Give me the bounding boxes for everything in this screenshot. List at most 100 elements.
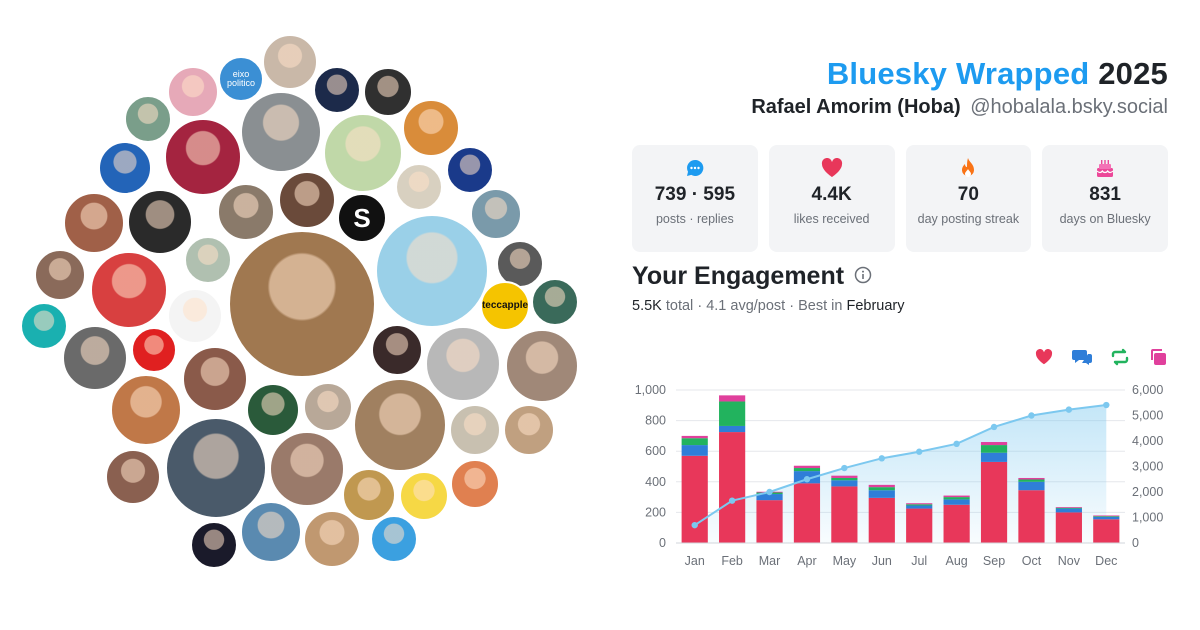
bar-segment [906, 508, 933, 543]
avatar[interactable] [395, 163, 443, 211]
avatar[interactable] [63, 192, 125, 254]
avatar[interactable] [278, 171, 336, 229]
avatar[interactable] [303, 382, 353, 432]
avatar[interactable] [402, 99, 460, 157]
avatar-label: eixo politico [226, 69, 255, 88]
best-month: February [846, 298, 905, 314]
bar-segment [719, 432, 746, 543]
avatar[interactable] [269, 431, 345, 507]
stat-value: 4.4K [811, 184, 852, 205]
avatar[interactable] [62, 325, 128, 391]
stat-value: 831 [1089, 184, 1121, 205]
avatar[interactable] [531, 278, 579, 326]
bar-segment [1093, 516, 1120, 517]
avatar[interactable] [217, 183, 275, 241]
cumulative-line [694, 404, 1107, 526]
flame-icon [906, 157, 1032, 179]
bar-segment [1093, 516, 1120, 520]
y-tick-label-right: 2,000 [1132, 485, 1163, 499]
chart-legend [1032, 345, 1170, 369]
bar-segment [943, 504, 970, 543]
avatar[interactable]: teccapple [480, 281, 530, 331]
avatar[interactable] [353, 378, 447, 472]
avatar[interactable] [110, 374, 182, 446]
bar-segment [681, 455, 708, 543]
y-tick-label-left: 0 [659, 536, 666, 550]
avatar[interactable] [165, 417, 267, 519]
avatar[interactable] [98, 141, 152, 195]
avatar[interactable] [20, 302, 68, 350]
heart-icon [769, 157, 895, 179]
y-tick-label-right: 5,000 [1132, 409, 1163, 423]
avatar[interactable] [164, 118, 242, 196]
avatar-label: teccapple [481, 300, 529, 311]
info-icon[interactable] [854, 262, 872, 291]
avatar[interactable] [262, 34, 318, 90]
avatar[interactable] [228, 230, 376, 378]
engagement-total: 5.5K [632, 298, 662, 314]
stat-card-likes: 4.4K likes received [768, 145, 895, 252]
display-name: Rafael Amorim (Hoba) [751, 96, 961, 118]
bar-segment [868, 497, 895, 543]
brand-title: Bluesky Wrapped [826, 56, 1090, 91]
avatar[interactable] [131, 327, 177, 373]
avatar[interactable] [313, 66, 361, 114]
avatar[interactable] [505, 329, 579, 403]
cumulative-point [990, 423, 998, 431]
avatar[interactable] [449, 404, 501, 456]
avatar[interactable] [425, 326, 501, 402]
avatar[interactable] [90, 251, 168, 329]
avatar-label: S [353, 203, 371, 233]
x-tick-label: Jan [685, 554, 705, 568]
avatar[interactable] [105, 449, 161, 505]
avatar[interactable] [240, 91, 322, 173]
avatar[interactable] [470, 188, 522, 240]
x-tick-label: Aug [946, 554, 968, 568]
bar-segment [719, 401, 746, 426]
avatar[interactable] [167, 288, 223, 344]
avatar[interactable] [446, 146, 494, 194]
avatar[interactable] [246, 383, 300, 437]
avatar[interactable] [34, 249, 86, 301]
bar-segment [756, 500, 783, 543]
avatar[interactable] [399, 471, 449, 521]
bar-segment [980, 461, 1008, 543]
avatar[interactable] [124, 95, 172, 143]
avatar[interactable] [450, 459, 500, 509]
year: 2025 [1098, 56, 1168, 91]
stat-label: days on Bluesky [1059, 212, 1151, 226]
separator: · [789, 298, 795, 314]
y-tick-label-left: 600 [645, 444, 666, 458]
avatar[interactable] [127, 189, 193, 255]
avatar[interactable] [323, 113, 403, 193]
avatar[interactable] [496, 240, 544, 288]
avatar[interactable] [303, 510, 361, 568]
y-tick-label-right: 6,000 [1132, 383, 1163, 397]
cumulative-point [691, 521, 698, 529]
avatar[interactable] [184, 236, 232, 284]
avatar[interactable] [240, 501, 302, 563]
avatar[interactable] [370, 515, 418, 563]
y-tick-label-left: 1,000 [635, 383, 666, 397]
avatar[interactable] [503, 404, 555, 456]
bar-segment [1018, 481, 1045, 491]
avatar[interactable] [375, 214, 489, 328]
header: Bluesky Wrapped 2025 Rafael Amorim (Hoba… [751, 56, 1168, 119]
bar-segment [868, 490, 895, 498]
cumulative-point [1103, 401, 1110, 409]
avatar[interactable] [190, 521, 238, 569]
avatar[interactable] [167, 66, 219, 118]
stat-value: 70 [957, 184, 979, 205]
bar-segment [831, 480, 858, 487]
avatar[interactable]: eixo politico [218, 56, 264, 102]
engagement-summary: 5.5K total · 4.1 avg/post · Best in Febr… [632, 298, 905, 314]
avatar[interactable] [371, 324, 423, 376]
avatar[interactable] [363, 67, 413, 117]
reply-icon [1070, 345, 1094, 369]
avatar[interactable]: S [337, 193, 387, 243]
engagement-average: 4.1 avg/post [706, 298, 786, 314]
avatar[interactable] [182, 346, 248, 412]
bar-segment [943, 497, 970, 500]
avatar[interactable] [342, 468, 396, 522]
quote-icon [1146, 345, 1170, 369]
